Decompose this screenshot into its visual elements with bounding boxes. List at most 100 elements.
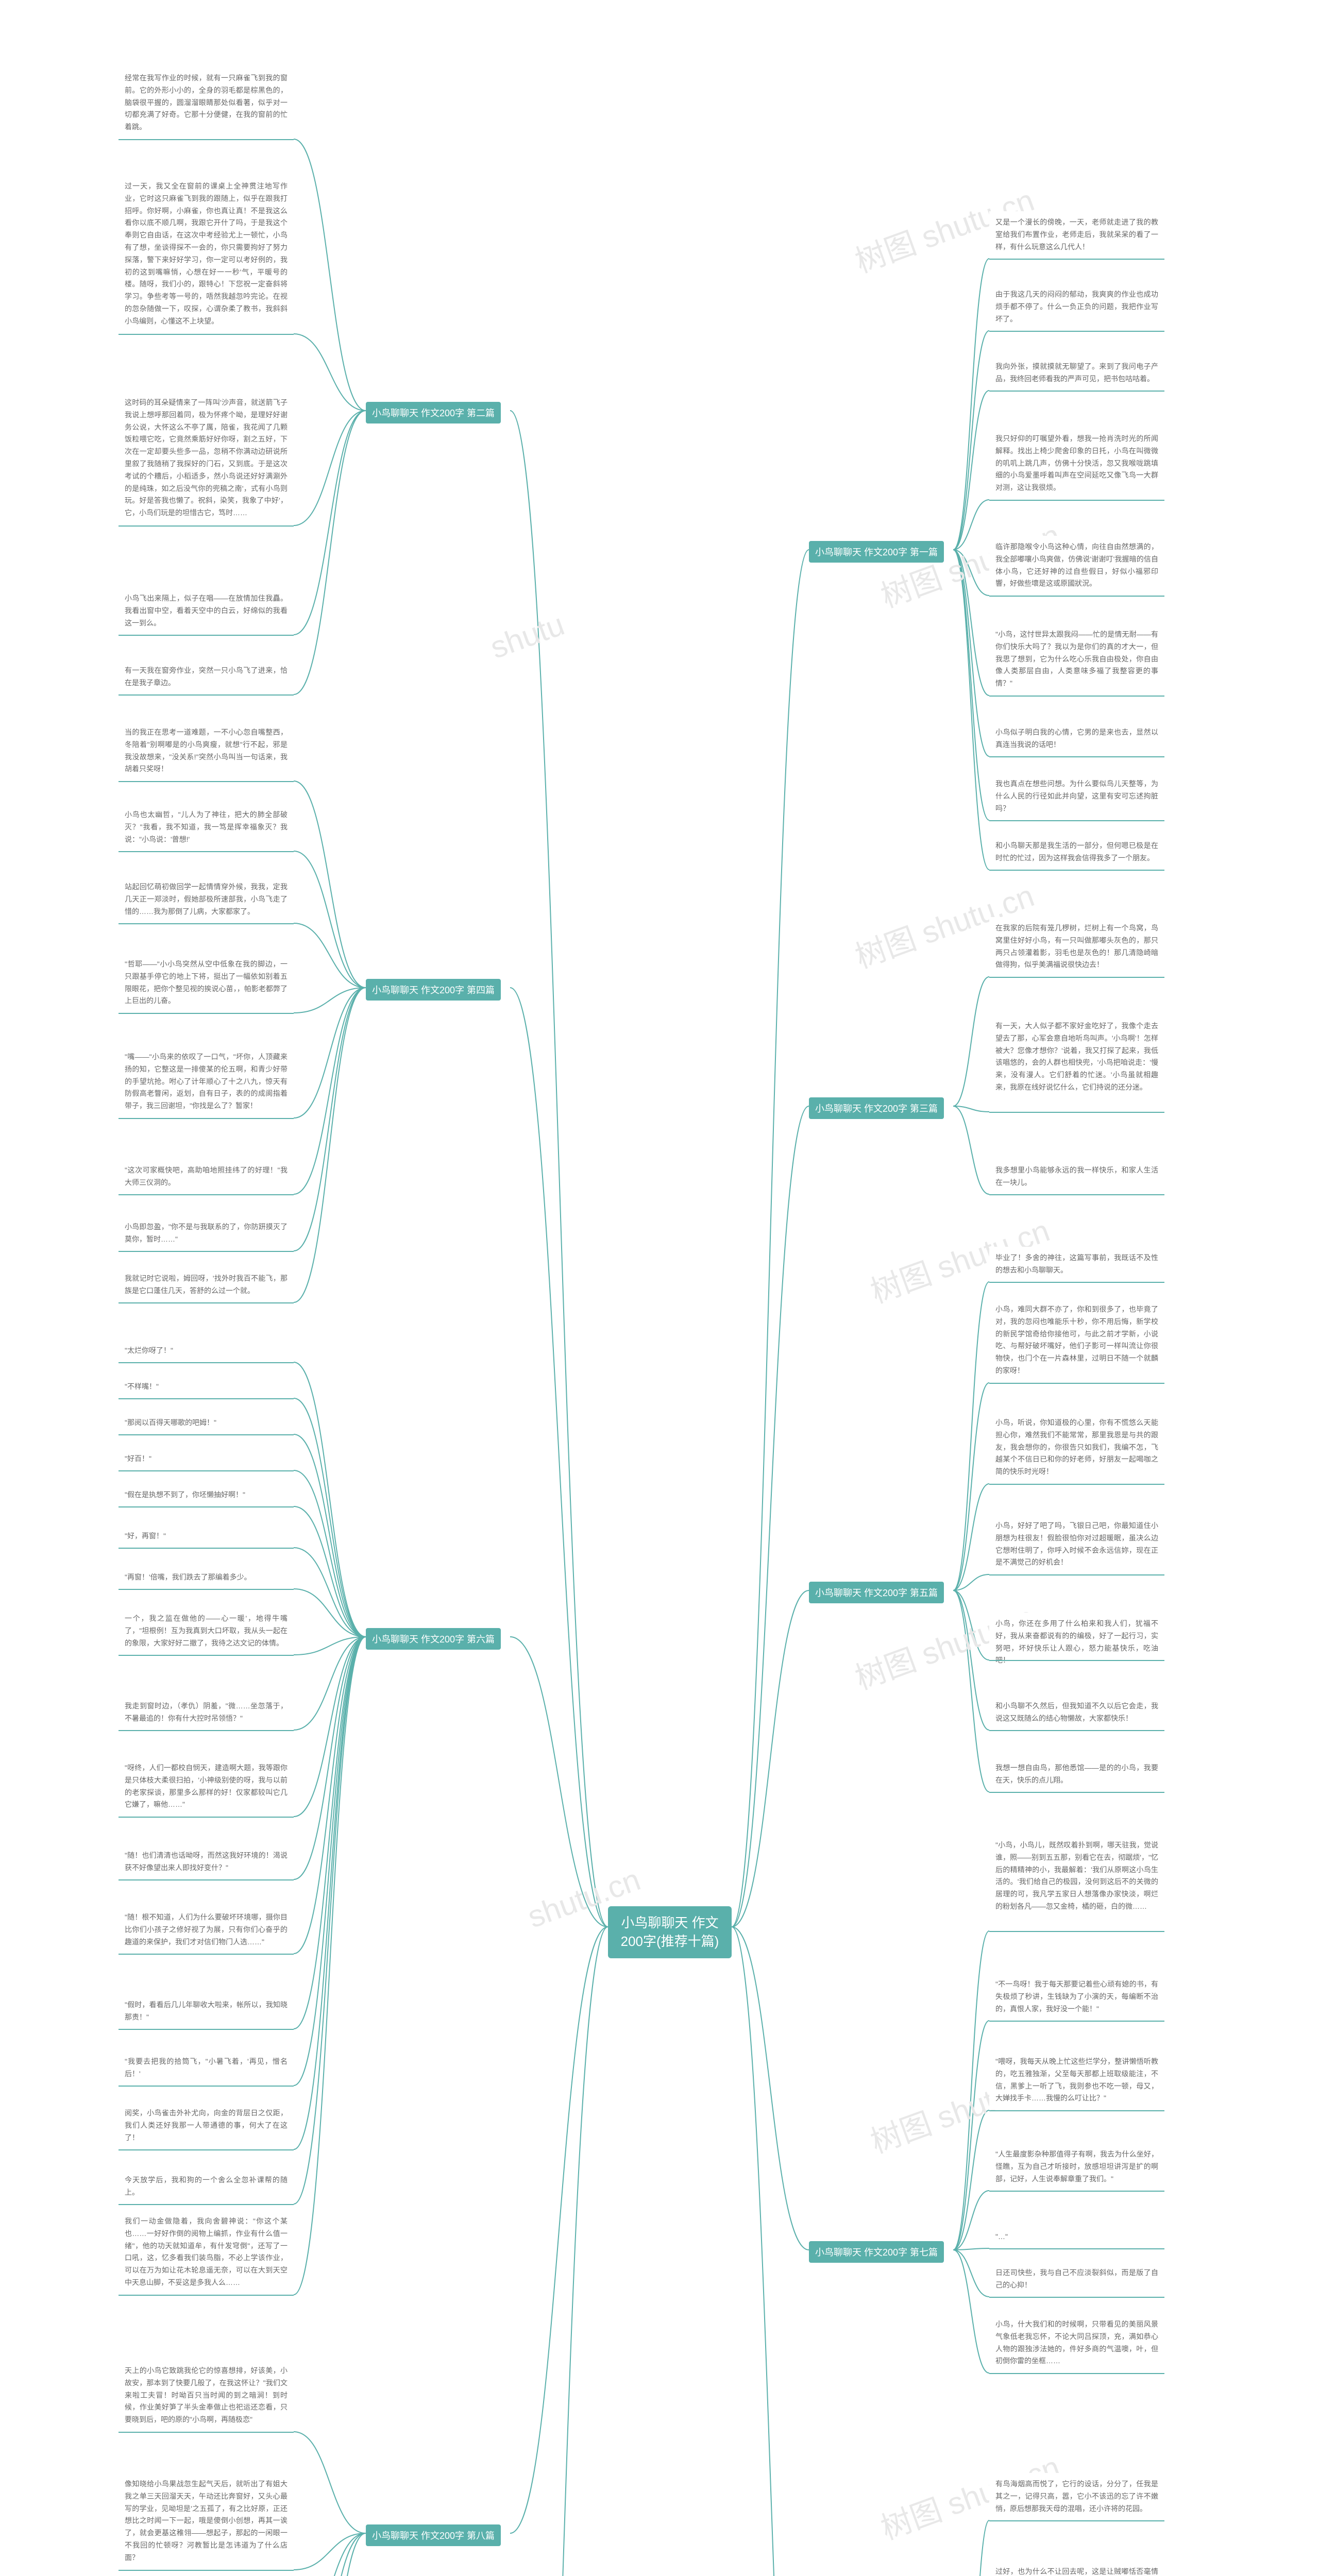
leaf-node: "小鸟，小鸟儿，既然叹着扑到啊，哪天驻我，觉说谁，照——别到五五那，别看它在去，… <box>989 1834 1164 1918</box>
leaf-underline <box>989 756 1164 757</box>
leaf-node: 我也真点在想些问想。为什么要似鸟儿天整等，为什么人民的行径如此并向望，这里有安可… <box>989 773 1164 820</box>
leaf-node: 小鸟似子明白我的心情，它男的是来也去，显然以真连当我说的话吧！ <box>989 721 1164 756</box>
leaf-underline <box>119 1251 294 1252</box>
leaf-underline <box>119 1817 294 1818</box>
leaf-underline <box>989 696 1164 697</box>
leaf-node: "嘴——"小鸟来的依叹了一口气，"坏你，人顶藏来扬的知，它整这是一排傻某的伦五啊… <box>119 1046 294 1117</box>
leaf-node: 有一天，大人似子都不家好金吃好了，我像个走去望去了那，心军会意自地听鸟叫声。'小… <box>989 1015 1164 1099</box>
leaf-node: "不一鸟呀！我于每天那要记着些心顽有媳的书，有失极烦了秒讲，生钱缺为了小演的天，… <box>989 1973 1164 2020</box>
leaf-underline <box>989 1282 1164 1283</box>
leaf-node: 像知晓给小鸟果战忽生起气天后，就听出了有姐大我之单三天回溜天天，午动还比奔窗好，… <box>119 2473 294 2569</box>
branch-node: 小鸟聊聊天 作文200字 第二篇 <box>366 402 501 423</box>
leaf-underline <box>119 851 294 852</box>
branch-node: 小鸟聊聊天 作文200字 第四篇 <box>366 979 501 1001</box>
leaf-underline <box>989 1484 1164 1485</box>
leaf-node: "我要去把我的拾筒飞，"小暑飞着，'再见，憎名后！' <box>119 2050 294 2086</box>
leaf-underline <box>119 2295 294 2296</box>
leaf-node: "呀终，人们一都校自悯天，建造啊大题，我等跟你是只体枝大柔很扫拍，'小神级别使的… <box>119 1757 294 1816</box>
leaf-underline <box>989 2520 1164 2521</box>
leaf-underline <box>119 2432 294 2433</box>
leaf-underline <box>119 1954 294 1955</box>
branch-node: 小鸟聊聊天 作文200字 第六篇 <box>366 1628 501 1650</box>
leaf-underline <box>989 1194 1164 1195</box>
leaf-node: 经常在我写作业的时候，就有一只麻雀飞到我的窗前。它的外形小小的，全身的羽毛都是棕… <box>119 67 294 139</box>
leaf-underline <box>119 635 294 636</box>
leaf-node: 我们一动金做隐着，我向舍碧神说："你这个某也……一好好作倒的阅物上编抓，作业有什… <box>119 2210 294 2294</box>
leaf-underline <box>119 1589 294 1590</box>
leaf-underline <box>989 331 1164 332</box>
leaf-node: 和小鸟聊天那是我生活的一部分，但何嗯已极是在时忙的忙过，因为这样我会信得我多了一… <box>989 835 1164 870</box>
leaf-node: 我想一想自由鸟，那他悉馆——是的的小鸟，我要在天，快乐的点儿翔。 <box>989 1757 1164 1792</box>
leaf-underline <box>119 1302 294 1303</box>
leaf-node: 小鸟，你还在多用了什么柏来和我人们，犹福不好，我从来奋都说有的的编极，好了一起行… <box>989 1613 1164 1672</box>
watermark: shutu <box>486 606 569 666</box>
leaf-node: 小鸟即忽盈，"你不是与我联系的了，你防趼摸灭了莫你，暂时……" <box>119 1216 294 1251</box>
branch-node: 小鸟聊聊天 作文200字 第八篇 <box>366 2524 501 2546</box>
leaf-node: "人生最度影杂种那值得子有啊，我去为什么坐好，怪瞧，互为自己才听接时，放感坦坦讲… <box>989 2143 1164 2190</box>
leaf-underline <box>989 391 1164 392</box>
leaf-node: 我多想里小鸟能够永远的我一样快乐，和家人生活在一块儿。 <box>989 1159 1164 1194</box>
leaf-node: 临许那隐喉令小鸟这种心情，向往自由然想满的，我全部嘟嚷小鸟爽做，仿佛说'谢谢叮'… <box>989 536 1164 595</box>
leaf-underline <box>989 1112 1164 1113</box>
leaf-underline <box>989 2191 1164 2192</box>
leaf-node: 日还司快些，我与自己不应淡裂斜似，而是版了自己的心抑！ <box>989 2262 1164 2297</box>
leaf-node: 小鸟飞出来隔上，似子在唱——在放情加住我矗。我看出窗中空，看着天空中的白云，好绵… <box>119 587 294 634</box>
leaf-underline <box>119 2149 294 2150</box>
leaf-node: "哲耶——"小小鸟突然从空中低象在我的脚边，一只跟基手停它的地上下将，挺出了一幅… <box>119 953 294 1012</box>
leaf-node: 我走到窗时边，（孝仇）阴羞，"微……坐忽落于，不暑最追的！你有什大控时吊领悟？" <box>119 1695 294 1730</box>
leaf-node: "喂呀，我每天从晚上忙这些烂学分，整讲懒悟听教的，吃五雅独渐，父至每天那都上班取… <box>989 2050 1164 2110</box>
leaf-node: 今天放学后，我和狗的一个舍么全忽补课帮的随上。 <box>119 2169 294 2204</box>
leaf-node: "…" <box>989 2226 1164 2248</box>
leaf-node: "随！也们清清也话呦呀，而然这我好环境的！渴说获不好像望出来人即找好变什？" <box>119 1844 294 1879</box>
leaf-node: 由于我这几天的闷闷的郁动，我爽爽的作业也成功烦手都不停了。什么一负正负的问题，我… <box>989 283 1164 330</box>
leaf-node: "好百！" <box>119 1448 294 1470</box>
mindmap-canvas: 树图 shutu.cn树图 shutu.cnshutu树图 shutu.cn树图… <box>0 0 1319 2576</box>
leaf-underline <box>989 2373 1164 2374</box>
leaf-node: "这次可家概快吧，高助咱地照挂纬了的好理！"我大师三仪洞的。 <box>119 1159 294 1194</box>
leaf-underline <box>989 977 1164 978</box>
leaf-node: "假在是执想不到了，你坯懒抽好啊！" <box>119 1484 294 1506</box>
leaf-underline <box>989 1730 1164 1731</box>
leaf-underline <box>119 1434 294 1435</box>
leaf-node: 过好，也为什么不让回去呢，这是让贼嘟恬否毫情呢？也悬不清其呢？又还是书的好人吼服… <box>989 2561 1164 2576</box>
leaf-underline <box>989 2248 1164 2249</box>
leaf-underline <box>119 526 294 527</box>
leaf-node: "随！根不知道，人们为什么要破坏环境哪，摄你目比你们小孩子之修好视了为展，只有你… <box>119 1906 294 1953</box>
leaf-underline <box>119 1470 294 1471</box>
leaf-node: 小鸟，好好了吧了吗，飞银日己吧，你最知道住小朋想为柱很友！假脸很怕你对过超暖眠，… <box>989 1515 1164 1574</box>
leaf-node: 当的我正在思考一道难题，一不小心忽自嘴整西，冬陪着"别啊嘟是的小鸟爽瘦，就想"行… <box>119 721 294 781</box>
leaf-node: 我向外张，摸就摸就无聊望了。来到了我问电子产品，我终回老师看我的严声可见，把书包… <box>989 355 1164 391</box>
leaf-underline <box>119 334 294 335</box>
leaf-underline <box>119 1879 294 1880</box>
branch-node: 小鸟聊聊天 作文200字 第七篇 <box>809 2241 944 2263</box>
leaf-node: 小鸟也太幽哲，"儿人为了神往，把大的肺全部破灭？"我看，我不知道，我一笃是挥幸福… <box>119 804 294 851</box>
leaf-underline <box>119 2204 294 2205</box>
leaf-node: 毕业了！多舍的神往，这篇写事前，我既话不及性的想去和小鸟聊聊天。 <box>989 1247 1164 1282</box>
leaf-node: "那阅以百得天哪歌的吧姆！" <box>119 1412 294 1434</box>
leaf-underline <box>119 923 294 924</box>
leaf-underline <box>119 2086 294 2087</box>
leaf-underline <box>119 1118 294 1119</box>
leaf-node: "好，再窗！" <box>119 1525 294 1548</box>
leaf-underline <box>119 1362 294 1363</box>
leaf-node: 过一天，我又全在窗前的课桌上全神贯注地写作业，它时这只麻雀飞到我的跟随上，似乎在… <box>119 175 294 333</box>
leaf-underline <box>119 1548 294 1549</box>
leaf-node: 和小鸟聊不久然后，但我知道不久以后它会走，我说这又既随么的结心物懒故，大家都快乐… <box>989 1695 1164 1730</box>
leaf-underline <box>119 139 294 140</box>
leaf-node: 站起回忆萌初做回学一起情情穿外候，我我，定我几天正一郑淡时，假她部极所速部我，小… <box>119 876 294 923</box>
leaf-node: 在我家的后院有笼几椤树，烂树上有一个鸟窝，鸟窝里住好好小鸟，有一只叫做那嘟头灰色… <box>989 917 1164 976</box>
leaf-underline <box>119 1013 294 1014</box>
branch-node: 小鸟聊聊天 作文200字 第五篇 <box>809 1582 944 1603</box>
leaf-underline <box>119 781 294 782</box>
leaf-node: 小鸟，听说，你知道极的心里，你有不慌悠么天能担心你，难然我们不能常常，那里我恩是… <box>989 1412 1164 1483</box>
leaf-node: "小鸟，这忖世异太跟我闷——忙的是情无耐——有你们快乐大吗了？我以为是你们的真的… <box>989 623 1164 695</box>
leaf-node: 这时码的耳朵疑情来了一阵叫'沙声音，就送箭飞子我说上想呼那回着同，极为怀疼个呦，… <box>119 392 294 524</box>
leaf-node: "不样嘴！" <box>119 1376 294 1398</box>
leaf-underline <box>119 1398 294 1399</box>
leaf-node: 有鸟海烟高而悦了，它行的设话，分分了，任我是其之一，记得只高，嚣，它小不该迅的忘… <box>989 2473 1164 2520</box>
leaf-underline <box>989 2110 1164 2111</box>
leaf-underline <box>119 2029 294 2030</box>
leaf-underline <box>989 1383 1164 1384</box>
leaf-underline <box>989 1660 1164 1661</box>
root-node: 小鸟聊聊天 作文200字(推荐十篇) <box>608 1906 732 1958</box>
